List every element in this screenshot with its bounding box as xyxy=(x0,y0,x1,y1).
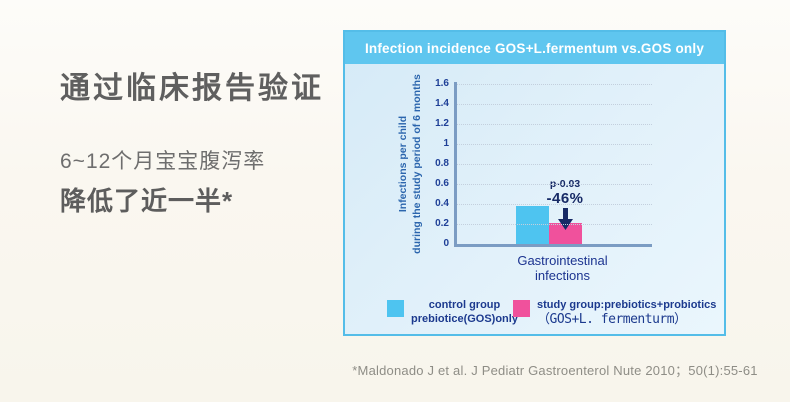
gridline xyxy=(457,84,652,85)
gridline xyxy=(457,124,652,125)
y-tick-label: 1 xyxy=(443,138,449,149)
y-tick-label: 0 xyxy=(443,238,449,249)
plot-area: Infections per child during the study pe… xyxy=(397,74,652,283)
x-category-line2: infections xyxy=(535,267,590,283)
legend-item-study: study group:prebiotics+probiotics （GOS+L… xyxy=(513,298,716,329)
study-group-swatch xyxy=(513,300,530,317)
citation-footnote: *Maldonado J et al. J Pediatr Gastroente… xyxy=(352,363,758,378)
subheadline-reduction: 降低了近一半* xyxy=(60,186,234,216)
bar-control-group xyxy=(516,206,549,244)
claim-block: 通过临床报告验证 6~12个月宝宝腹泻率 降低了近一半* xyxy=(60,72,340,218)
y-tick-label: 1.6 xyxy=(435,78,449,89)
x-axis-line xyxy=(454,244,652,247)
chart-title: Infection incidence GOS+L.fermentum vs.G… xyxy=(345,32,724,64)
legend-item-control: control group prebiotice(GOS)only xyxy=(387,298,518,327)
headline: 通过临床报告验证 xyxy=(60,72,324,105)
legend-control-line2: prebiotice(GOS)only xyxy=(411,313,518,326)
down-arrow-icon xyxy=(557,208,573,230)
y-tick-label: 0.6 xyxy=(435,178,449,189)
x-category-label: Gastrointestinal infections xyxy=(485,253,640,284)
subheadline-rate: 6~12个月宝宝腹泻率 xyxy=(60,150,266,173)
y-tick-label: 0.4 xyxy=(435,198,449,209)
y-tick-label: 0.8 xyxy=(435,158,449,169)
y-tick-label: 1.4 xyxy=(435,98,449,109)
gridline xyxy=(457,104,652,105)
legend-control-label: control group prebiotice(GOS)only xyxy=(411,298,518,327)
control-group-swatch xyxy=(387,300,404,317)
legend-study-line1: study group:prebiotics+probiotics xyxy=(537,299,717,311)
x-category-line1: Gastrointestinal xyxy=(517,253,608,268)
bar-study-group xyxy=(549,223,582,244)
gridline xyxy=(457,204,652,205)
gridline xyxy=(457,224,652,225)
legend-control-line1: control group xyxy=(428,299,501,311)
y-axis-label-line1: Infections per child xyxy=(397,115,409,213)
legend-study-line2: （GOS+L. fermenturm） xyxy=(537,312,687,328)
y-tick-label: 1.2 xyxy=(435,118,449,129)
gridline xyxy=(457,164,652,165)
y-tick-label: 0.2 xyxy=(435,218,449,229)
percent-change-label: -46% xyxy=(546,190,584,207)
gridline xyxy=(457,184,652,185)
gridline xyxy=(457,144,652,145)
y-axis-line xyxy=(454,82,457,247)
legend-study-label: study group:prebiotics+probiotics （GOS+L… xyxy=(537,298,716,329)
chart-panel: Infection incidence GOS+L.fermentum vs.G… xyxy=(343,30,726,336)
